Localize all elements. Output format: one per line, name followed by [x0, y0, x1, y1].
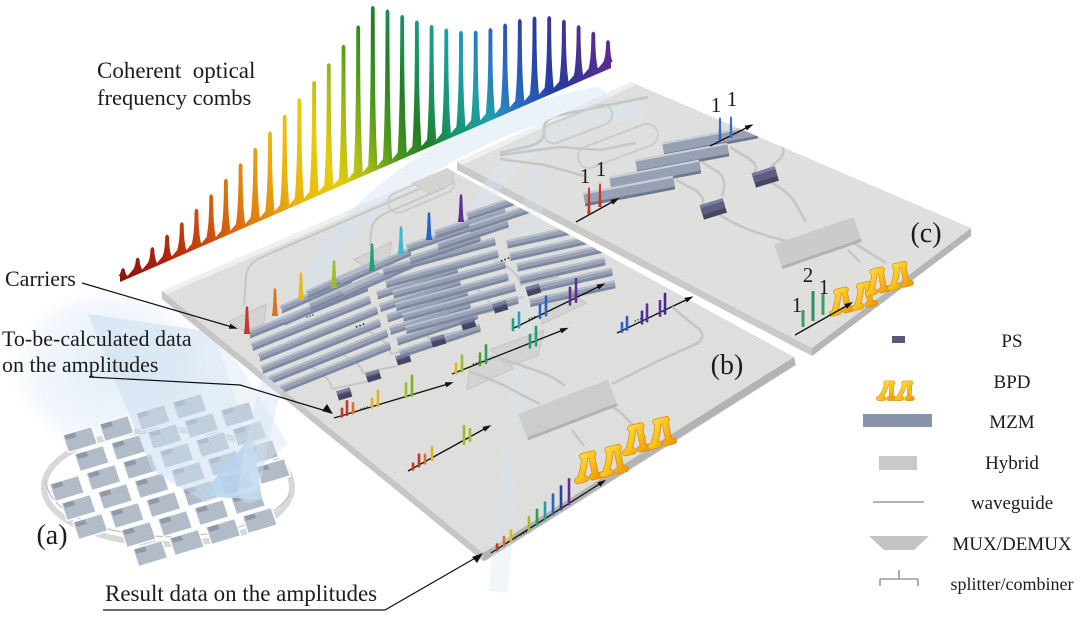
svg-text:1: 1 [792, 293, 803, 317]
svg-text:Carriers: Carriers [5, 266, 76, 291]
svg-text:...: ... [496, 247, 512, 266]
svg-text:1: 1 [580, 164, 591, 188]
svg-text:Coherent optical: Coherent optical [97, 58, 255, 83]
svg-text:BPD: BPD [994, 372, 1031, 393]
svg-text:PS: PS [1001, 331, 1022, 352]
svg-text:2: 2 [803, 263, 814, 287]
svg-text:1: 1 [727, 87, 738, 111]
svg-text:1: 1 [711, 93, 722, 117]
svg-text:splitter/combiner: splitter/combiner [951, 574, 1074, 594]
svg-text:(a): (a) [36, 520, 67, 551]
svg-text:waveguide: waveguide [971, 493, 1053, 514]
svg-text:...: ... [351, 313, 367, 332]
svg-text:To-be-calculated data: To-be-calculated data [2, 326, 192, 351]
svg-text:...: ... [469, 352, 482, 368]
svg-text:(b): (b) [711, 350, 744, 381]
svg-text:MZM: MZM [989, 412, 1035, 433]
svg-text:...: ... [302, 305, 315, 321]
svg-text:on the amplitudes: on the amplitudes [2, 352, 158, 377]
svg-text:(c): (c) [910, 218, 941, 249]
svg-text:1: 1 [819, 275, 830, 299]
svg-text:1: 1 [596, 157, 607, 181]
svg-text:Result data on the amplitudes: Result data on the amplitudes [105, 581, 377, 606]
svg-text:Hybrid: Hybrid [985, 453, 1039, 474]
svg-text:...: ... [357, 397, 370, 413]
svg-text:MUX/DEMUX: MUX/DEMUX [952, 534, 1072, 555]
svg-text:frequency combs: frequency combs [97, 85, 251, 110]
